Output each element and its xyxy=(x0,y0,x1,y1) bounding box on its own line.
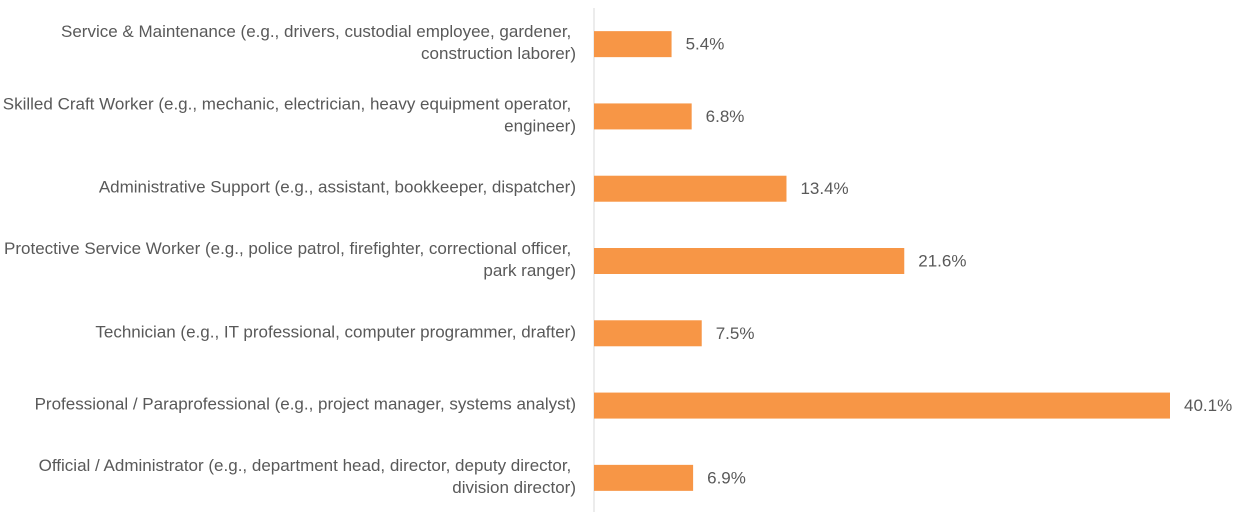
value-label: 7.5% xyxy=(716,324,755,343)
bar xyxy=(594,320,702,347)
category-label: Protective Service Worker (e.g., police … xyxy=(4,239,576,280)
category-label: Skilled Craft Worker (e.g., mechanic, el… xyxy=(3,95,576,136)
value-label: 40.1% xyxy=(1184,396,1232,415)
category-label: Service & Maintenance (e.g., drivers, cu… xyxy=(61,23,576,64)
bar xyxy=(594,392,1170,419)
value-label: 5.4% xyxy=(686,35,725,54)
bar xyxy=(594,248,905,274)
category-label: Official / Administrator (e.g., departme… xyxy=(39,456,576,497)
bar xyxy=(594,103,692,130)
value-label: 6.9% xyxy=(707,468,746,487)
bar xyxy=(594,464,694,491)
bar xyxy=(594,175,787,202)
category-label: Professional / Paraprofessional (e.g., p… xyxy=(35,395,576,414)
category-label: Administrative Support (e.g., assistant,… xyxy=(99,178,576,197)
category-label: Technician (e.g., IT professional, compu… xyxy=(95,323,576,342)
value-label: 6.8% xyxy=(706,107,745,126)
bar xyxy=(594,31,672,58)
value-label: 21.6% xyxy=(918,251,966,270)
value-label: 13.4% xyxy=(800,179,848,198)
